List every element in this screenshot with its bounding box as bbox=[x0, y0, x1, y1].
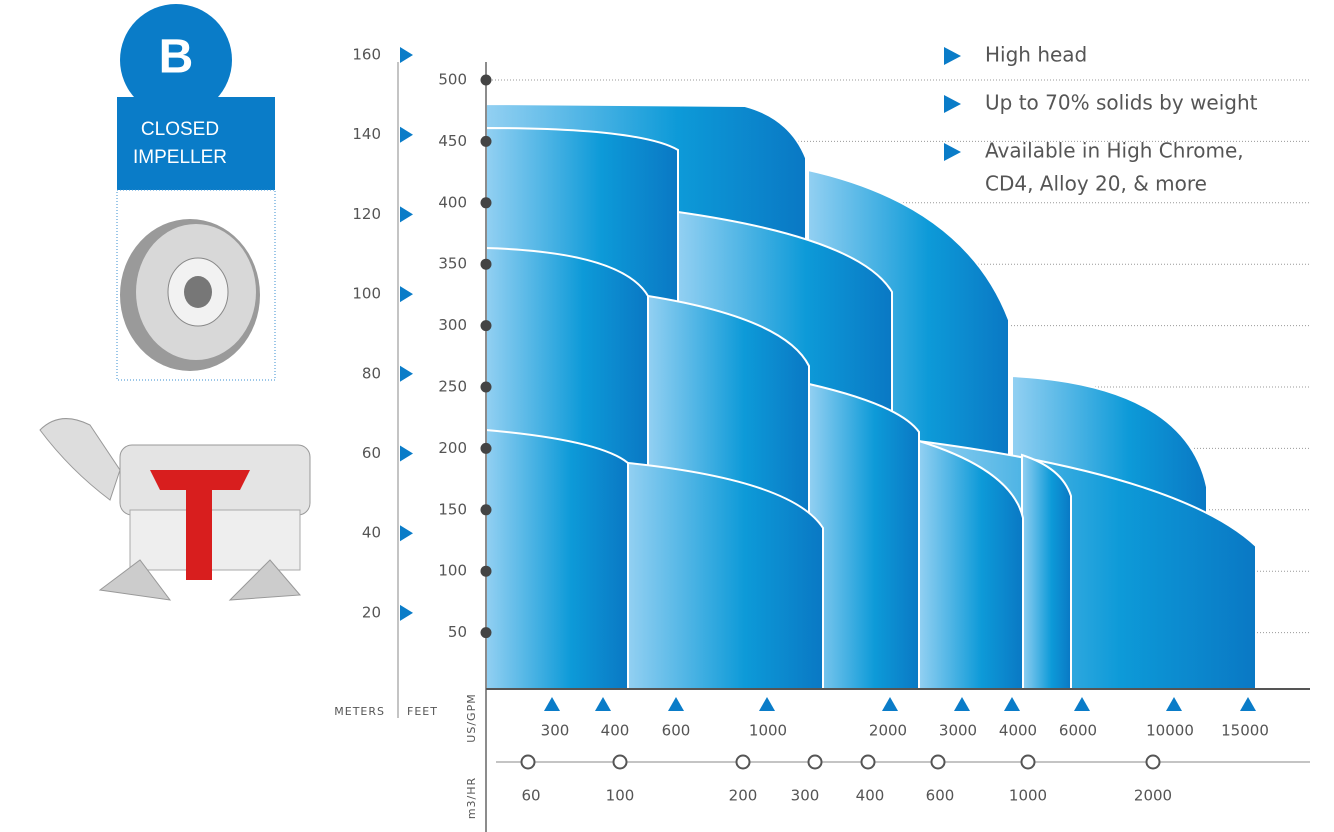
tick-marker bbox=[480, 74, 492, 86]
tick-marker bbox=[400, 365, 413, 382]
m3hr-tick-label: 400 bbox=[856, 787, 885, 805]
tick-marker bbox=[480, 442, 492, 454]
meters-tick-label: 80 bbox=[362, 364, 381, 382]
pump-illustration bbox=[39, 418, 311, 601]
tick-marker bbox=[480, 135, 492, 147]
gpm-tick-label: 6000 bbox=[1059, 722, 1097, 740]
gpm-tick-label: 4000 bbox=[999, 722, 1037, 740]
bullet-text: Available in High Chrome, bbox=[985, 139, 1244, 163]
tile bbox=[485, 428, 629, 690]
tick-marker bbox=[882, 697, 898, 711]
feet-tick-label: 300 bbox=[438, 316, 467, 334]
tile bbox=[627, 461, 824, 690]
gpm-tick-label: 400 bbox=[601, 722, 630, 740]
tick-marker bbox=[400, 525, 413, 542]
feet-tick-label: 50 bbox=[448, 623, 467, 641]
badge: B CLOSED IMPELLER bbox=[116, 4, 276, 381]
badge-label: IMPELLER bbox=[133, 147, 227, 168]
tick-marker bbox=[480, 565, 492, 577]
bullet-text: CD4, Alloy 20, & more bbox=[985, 172, 1207, 196]
bullet-text: High head bbox=[985, 43, 1087, 67]
gpm-tick-label: 3000 bbox=[939, 722, 977, 740]
tick-marker bbox=[1020, 754, 1036, 770]
axis-title: US/GPM bbox=[465, 693, 478, 742]
m3hr-tick-label: 200 bbox=[729, 787, 758, 805]
tick-marker bbox=[400, 445, 413, 462]
tile bbox=[808, 382, 920, 690]
axis-title: FEET bbox=[407, 705, 438, 718]
m3hr-tick-label: 600 bbox=[926, 787, 955, 805]
tick-marker bbox=[480, 197, 492, 209]
tick-marker bbox=[480, 627, 492, 639]
tick-marker bbox=[930, 754, 946, 770]
meters-tick-label: 40 bbox=[362, 524, 381, 542]
m3hr-tick-label: 60 bbox=[521, 787, 540, 805]
tick-marker bbox=[480, 258, 492, 270]
tick-marker bbox=[1166, 697, 1182, 711]
gpm-tick-label: 600 bbox=[662, 722, 691, 740]
tick-marker bbox=[807, 754, 823, 770]
meters-tick-label: 100 bbox=[352, 285, 381, 303]
tick-marker bbox=[1145, 754, 1161, 770]
tick-marker bbox=[595, 697, 611, 711]
tick-marker bbox=[735, 754, 751, 770]
impeller-image bbox=[120, 219, 260, 371]
feet-tick-label: 350 bbox=[438, 255, 467, 273]
feet-tick-label: 200 bbox=[438, 439, 467, 457]
tile bbox=[1021, 453, 1072, 690]
meters-tick-label: 160 bbox=[352, 46, 381, 64]
axis-title: m3/HR bbox=[465, 777, 478, 819]
tick-marker bbox=[759, 697, 775, 711]
tick-marker bbox=[954, 697, 970, 711]
gpm-tick-label: 2000 bbox=[869, 722, 907, 740]
m3hr-tick-label: 2000 bbox=[1134, 787, 1172, 805]
meters-tick-label: 120 bbox=[352, 205, 381, 223]
feet-tick-label: 400 bbox=[438, 193, 467, 211]
tick-marker bbox=[860, 754, 876, 770]
feet-tick-label: 450 bbox=[438, 132, 467, 150]
tick-marker bbox=[668, 697, 684, 711]
feet-tick-label: 250 bbox=[438, 378, 467, 396]
m3hr-tick-label: 1000 bbox=[1009, 787, 1047, 805]
tick-marker bbox=[480, 504, 492, 516]
bullet-marker bbox=[944, 95, 961, 113]
tick-marker bbox=[400, 126, 413, 143]
bullet-marker bbox=[944, 143, 961, 161]
badge-label: CLOSED bbox=[141, 119, 219, 140]
tick-marker bbox=[480, 381, 492, 393]
meters-tick-label: 60 bbox=[362, 444, 381, 462]
bullet-text: Up to 70% solids by weight bbox=[985, 91, 1258, 115]
tick-marker bbox=[400, 604, 413, 621]
tick-marker bbox=[612, 754, 628, 770]
bullet-marker bbox=[944, 47, 961, 65]
feet-tick-label: 150 bbox=[438, 500, 467, 518]
tick-marker bbox=[1004, 697, 1020, 711]
tile bbox=[918, 439, 1024, 690]
tick-marker bbox=[400, 286, 413, 303]
tick-marker bbox=[520, 754, 536, 770]
tick-marker bbox=[400, 47, 413, 63]
meters-tick-label: 20 bbox=[362, 603, 381, 621]
m3hr-tick-label: 300 bbox=[791, 787, 820, 805]
tiles bbox=[485, 102, 1257, 690]
badge-letter: B bbox=[159, 31, 194, 84]
meters-tick-label: 140 bbox=[352, 125, 381, 143]
feet-tick-label: 100 bbox=[438, 562, 467, 580]
axis-title: METERS bbox=[334, 705, 385, 718]
tick-marker bbox=[544, 697, 560, 711]
tick-marker bbox=[400, 206, 413, 223]
feet-tick-label: 500 bbox=[438, 71, 467, 89]
tick-marker bbox=[480, 320, 492, 332]
gpm-tick-label: 1000 bbox=[749, 722, 787, 740]
tick-marker bbox=[1240, 697, 1256, 711]
m3hr-tick-label: 100 bbox=[606, 787, 635, 805]
gpm-tick-label: 300 bbox=[541, 722, 570, 740]
tick-marker bbox=[1074, 697, 1090, 711]
gpm-tick-label: 10000 bbox=[1146, 722, 1194, 740]
gpm-tick-label: 15000 bbox=[1221, 722, 1269, 740]
